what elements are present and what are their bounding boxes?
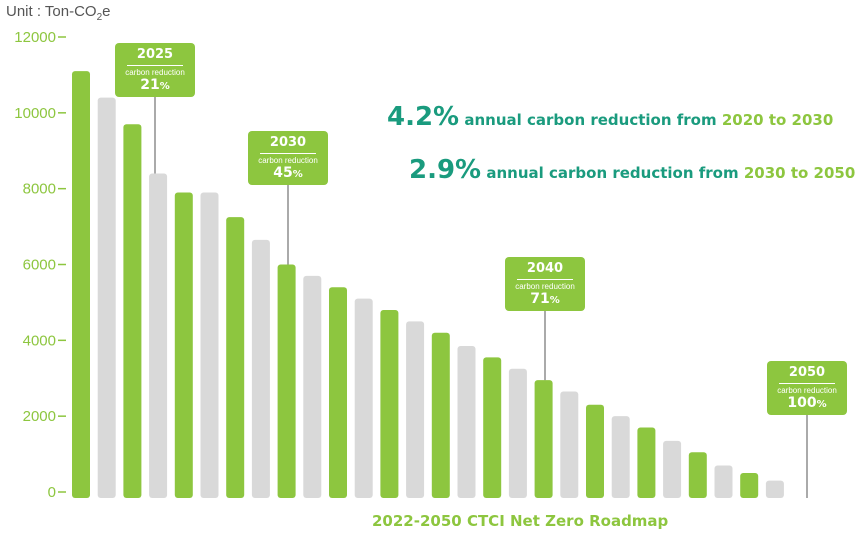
- bar: [457, 346, 476, 498]
- callout-percent: 45%: [248, 165, 328, 185]
- y-tick-label: 8000: [23, 181, 56, 198]
- callout-year: 2050: [788, 365, 826, 380]
- stat-from-year: 2030: [743, 164, 786, 182]
- bar: [534, 380, 553, 498]
- bar: [586, 404, 604, 498]
- stat-to-year: 2030: [791, 111, 834, 129]
- callout-percent-unit: %: [292, 169, 303, 180]
- bar: [277, 264, 296, 498]
- bar: [663, 440, 682, 498]
- unit-label-suffix: e: [102, 3, 111, 20]
- bar: [483, 357, 502, 498]
- callout-label: carbon reduction: [515, 282, 575, 291]
- callout-divider: [779, 383, 835, 384]
- bar: [688, 452, 707, 498]
- callout-2030: 2030 carbon reduction 45%: [248, 131, 328, 185]
- unit-label-subscript: 2: [96, 12, 103, 23]
- bar: [560, 391, 579, 498]
- callout-divider: [127, 65, 183, 66]
- callout-percent-unit: %: [159, 81, 170, 92]
- callout-year: 2030: [269, 135, 307, 150]
- callout-year: 2025: [136, 47, 174, 62]
- stat-2020-2030: 4.2% annual carbon reduction from 2020 t…: [387, 102, 833, 132]
- callout-percent-value: 71: [530, 291, 550, 307]
- bar: [740, 473, 759, 498]
- stat-value: 2.9%: [409, 155, 482, 185]
- y-tick-label: 12000: [14, 29, 56, 46]
- stat-text: annual carbon reduction from: [464, 111, 717, 129]
- bar: [200, 192, 219, 499]
- bar: [251, 239, 270, 498]
- callout-2025: 2025 carbon reduction 21%: [115, 43, 195, 97]
- callout-2040: 2040 carbon reduction 71%: [505, 257, 585, 311]
- y-tick-label: 10000: [14, 105, 56, 122]
- bar: [508, 368, 527, 498]
- callout-percent: 21%: [115, 77, 195, 97]
- bar: [406, 321, 425, 498]
- y-tick-label: 6000: [23, 257, 56, 274]
- bar: [303, 275, 322, 498]
- stat-value: 4.2%: [387, 102, 460, 132]
- unit-label-prefix: Unit : Ton-CO: [6, 3, 97, 20]
- bar: [611, 416, 630, 498]
- stat-from-year: 2020: [721, 111, 764, 129]
- stat-to-word: to: [790, 164, 809, 182]
- bar: [431, 332, 450, 498]
- callout-label: carbon reduction: [777, 386, 837, 395]
- callout-percent-value: 21: [140, 77, 160, 93]
- stat-to-year: 2050: [813, 164, 856, 182]
- bar: [380, 310, 399, 498]
- callout-percent-value: 100: [787, 395, 817, 411]
- callout-label: carbon reduction: [125, 68, 185, 77]
- bar: [174, 192, 193, 499]
- bar: [97, 97, 116, 499]
- bar: [765, 480, 784, 498]
- callout-percent-value: 45: [273, 165, 293, 181]
- callout-year: 2040: [526, 261, 564, 276]
- bar: [123, 124, 142, 498]
- callout-2050: 2050 carbon reduction 100%: [767, 361, 847, 415]
- bar: [354, 298, 373, 498]
- y-tick-label: 2000: [23, 408, 56, 425]
- chart-subtitle: 2022-2050 CTCI Net Zero Roadmap: [372, 512, 669, 530]
- callout-label: carbon reduction: [258, 156, 318, 165]
- stat-to-word: to: [768, 111, 787, 129]
- callout-percent: 71%: [505, 291, 585, 311]
- bar: [637, 427, 656, 498]
- bar: [72, 71, 90, 498]
- callout-percent-unit: %: [549, 295, 560, 306]
- bar: [226, 217, 245, 498]
- unit-label: Unit : Ton-CO2e: [6, 3, 111, 23]
- callout-divider: [260, 153, 316, 154]
- callout-percent: 100%: [767, 395, 847, 415]
- bar: [149, 173, 168, 498]
- y-tick-label: 0: [48, 484, 56, 501]
- callout-divider: [517, 279, 573, 280]
- y-tick-label: 4000: [23, 332, 56, 349]
- callout-percent-unit: %: [816, 399, 827, 410]
- stat-text: annual carbon reduction from: [486, 164, 739, 182]
- stat-2030-2050: 2.9% annual carbon reduction from 2030 t…: [409, 155, 855, 185]
- bar: [329, 287, 347, 498]
- bar: [714, 465, 733, 498]
